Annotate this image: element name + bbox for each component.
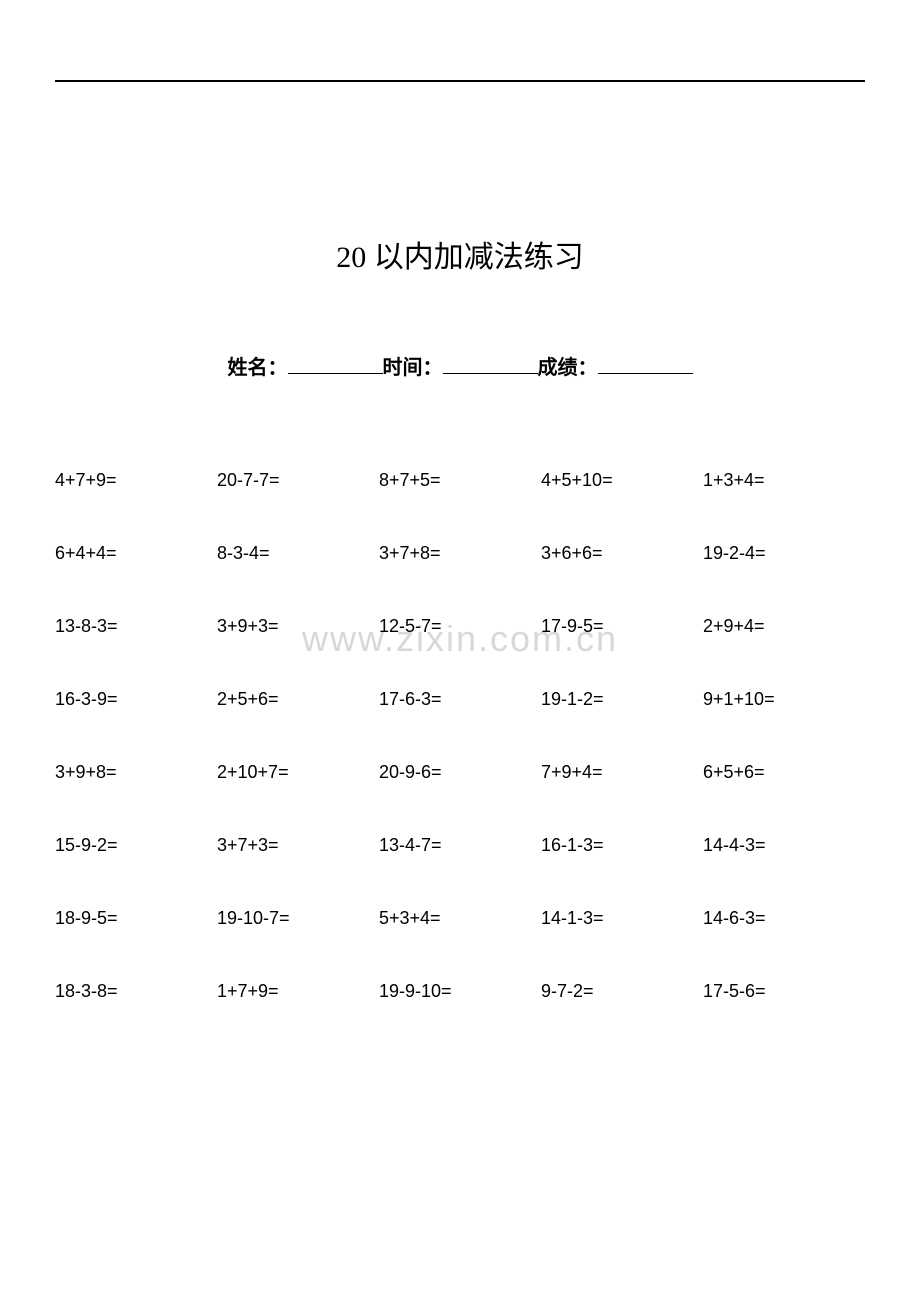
problem-cell: 6+4+4= <box>55 543 217 564</box>
problem-cell: 12-5-7= <box>379 616 541 637</box>
problem-cell: 20-9-6= <box>379 762 541 783</box>
problem-cell: 3+7+8= <box>379 543 541 564</box>
problem-cell: 3+9+8= <box>55 762 217 783</box>
problem-cell: 15-9-2= <box>55 835 217 856</box>
problem-cell: 13-8-3= <box>55 616 217 637</box>
problem-cell: 2+5+6= <box>217 689 379 710</box>
top-rule <box>55 80 865 82</box>
problem-cell: 16-1-3= <box>541 835 703 856</box>
problem-cell: 20-7-7= <box>217 470 379 491</box>
problem-cell: 14-4-3= <box>703 835 865 856</box>
problem-cell: 16-3-9= <box>55 689 217 710</box>
problem-cell: 2+9+4= <box>703 616 865 637</box>
problem-cell: 1+3+4= <box>703 470 865 491</box>
problem-cell: 17-6-3= <box>379 689 541 710</box>
header-fields: 姓名： 时间： 成绩： <box>55 351 865 380</box>
problem-cell: 6+5+6= <box>703 762 865 783</box>
problem-cell: 19-10-7= <box>217 908 379 929</box>
problem-cell: 3+6+6= <box>541 543 703 564</box>
page-title: 20 以内加减法练习 <box>55 232 865 276</box>
problem-cell: 5+3+4= <box>379 908 541 929</box>
problem-cell: 7+9+4= <box>541 762 703 783</box>
worksheet-page: 20 以内加减法练习 姓名： 时间： 成绩： 4+7+9= 20-7-7= 8+… <box>0 0 920 1302</box>
problem-cell: 2+10+7= <box>217 762 379 783</box>
name-blank[interactable] <box>288 354 383 374</box>
problem-cell: 19-9-10= <box>379 981 541 1002</box>
problem-cell: 9+1+10= <box>703 689 865 710</box>
problem-cell: 19-1-2= <box>541 689 703 710</box>
problem-cell: 8-3-4= <box>217 543 379 564</box>
time-blank[interactable] <box>443 354 538 374</box>
problem-cell: 9-7-2= <box>541 981 703 1002</box>
problem-cell: 19-2-4= <box>703 543 865 564</box>
time-label: 时间： <box>383 351 443 380</box>
name-label: 姓名： <box>228 351 288 380</box>
problem-cell: 3+7+3= <box>217 835 379 856</box>
problem-cell: 4+5+10= <box>541 470 703 491</box>
problem-cell: 1+7+9= <box>217 981 379 1002</box>
problem-cell: 17-9-5= <box>541 616 703 637</box>
problem-cell: 18-9-5= <box>55 908 217 929</box>
problem-cell: 4+7+9= <box>55 470 217 491</box>
problem-cell: 3+9+3= <box>217 616 379 637</box>
problem-cell: 17-5-6= <box>703 981 865 1002</box>
score-label: 成绩： <box>538 351 598 380</box>
problem-cell: 8+7+5= <box>379 470 541 491</box>
score-blank[interactable] <box>598 354 693 374</box>
problem-cell: 13-4-7= <box>379 835 541 856</box>
problems-grid: 4+7+9= 20-7-7= 8+7+5= 4+5+10= 1+3+4= 6+4… <box>55 470 865 1002</box>
problem-cell: 18-3-8= <box>55 981 217 1002</box>
problem-cell: 14-6-3= <box>703 908 865 929</box>
problem-cell: 14-1-3= <box>541 908 703 929</box>
